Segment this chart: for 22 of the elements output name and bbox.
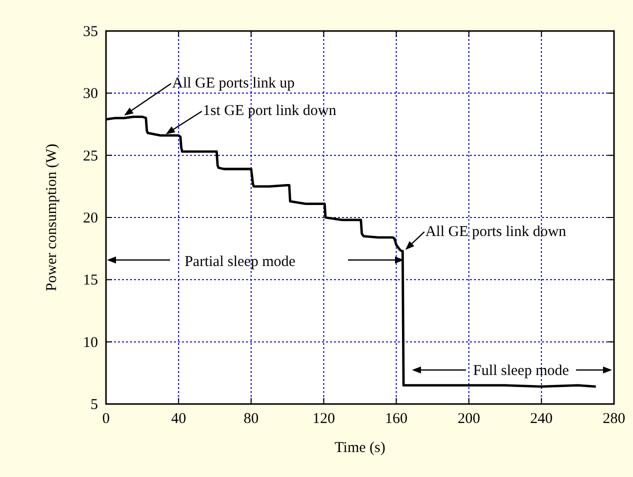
- annotation: Partial sleep mode: [184, 254, 296, 270]
- x-tick-label: 0: [102, 411, 110, 427]
- x-axis-title: Time (s): [334, 440, 386, 456]
- annotation: All GE ports link down: [425, 224, 567, 240]
- x-tick-label: 160: [385, 411, 408, 427]
- x-tick-label: 80: [244, 411, 259, 427]
- y-tick-label: 15: [83, 272, 98, 289]
- y-axis-title: Power consumption (W): [44, 144, 60, 292]
- annotation: Full sleep mode: [473, 363, 570, 379]
- y-tick-label: 35: [83, 24, 98, 40]
- x-tick-label: 240: [530, 411, 553, 427]
- x-tick-label: 280: [602, 411, 626, 427]
- annotation: All GE ports link up: [172, 76, 295, 92]
- y-tick-label: 20: [83, 210, 98, 226]
- y-tick-label: 5: [90, 397, 98, 413]
- y-tick-label: 25: [83, 148, 98, 164]
- y-tick-label: 10: [83, 334, 98, 351]
- x-tick-label: 200: [458, 411, 480, 427]
- annotation: 1st GE port link down: [202, 103, 337, 120]
- y-tick-label: 30: [83, 86, 98, 102]
- x-tick-label: 40: [171, 411, 186, 427]
- x-tick-label: 120: [312, 411, 335, 427]
